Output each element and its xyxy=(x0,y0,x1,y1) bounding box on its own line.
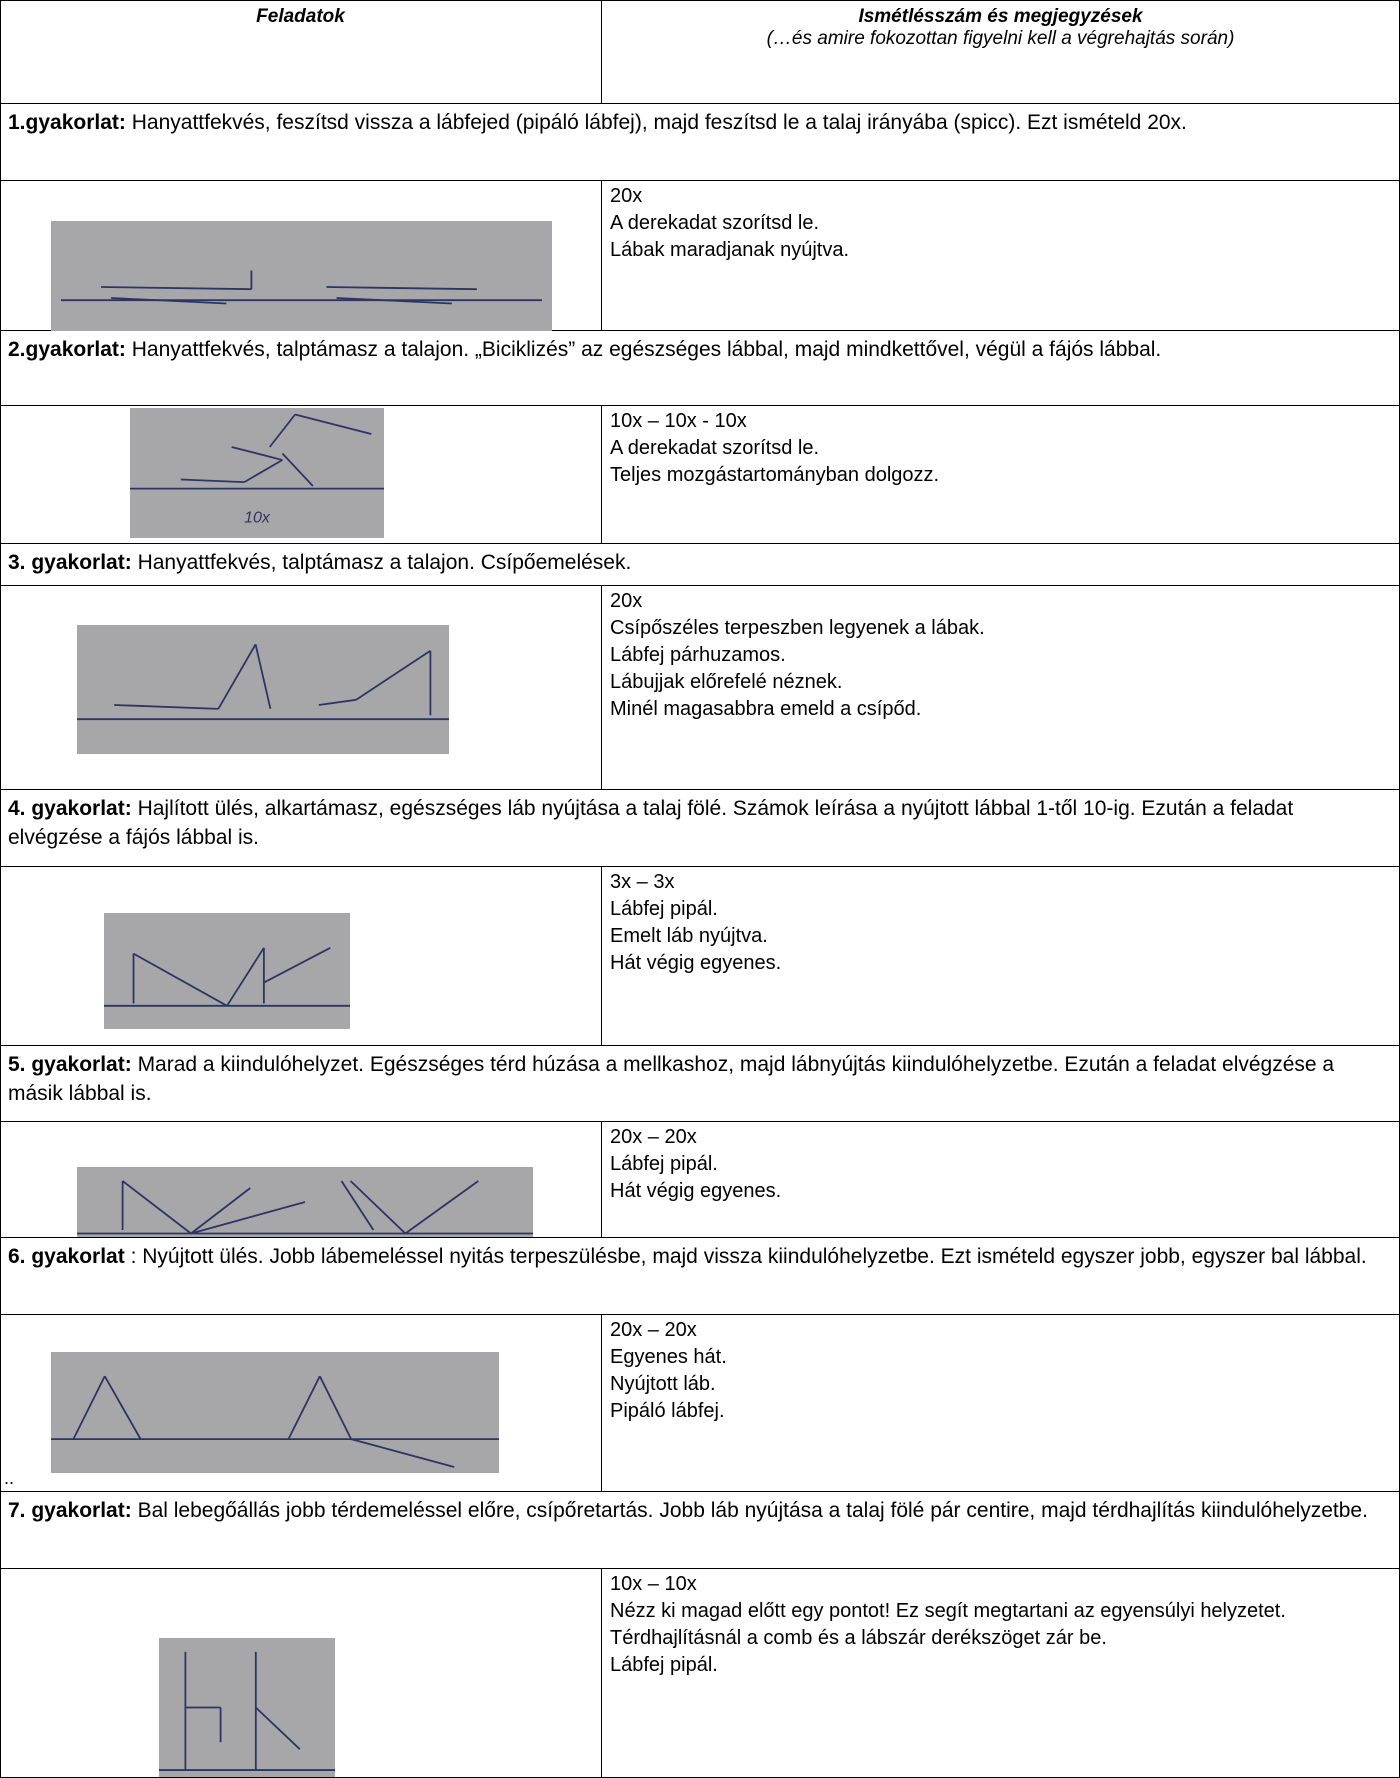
note-line: Térdhajlításnál a comb és a lábszár deré… xyxy=(610,1625,1391,1652)
note-line: Nézz ki magad előtt egy pontot! Ez segít… xyxy=(610,1598,1391,1625)
sketch-paper xyxy=(51,1352,499,1473)
sketch xyxy=(159,1638,335,1777)
note-line: 10x – 10x xyxy=(610,1571,1391,1598)
sketch-cell xyxy=(0,1122,602,1238)
exercise-label: 3. gyakorlat: xyxy=(8,551,132,574)
note-line: Hát végig egyenes. xyxy=(610,1178,1391,1205)
sketch xyxy=(77,1167,533,1237)
exercise-title-cell: 1.gyakorlat: Hanyattfekvés, feszítsd vis… xyxy=(0,104,1400,181)
sketch xyxy=(104,913,350,1029)
exercise-title-cell: 2.gyakorlat: Hanyattfekvés, talptámasz a… xyxy=(0,331,1400,406)
header-cell: Ismétlésszám és megjegyzések(…és amire f… xyxy=(602,0,1400,104)
note-line: Nyújtott láb. xyxy=(610,1371,1391,1398)
exercise-description: : Nyújtott ülés. Jobb lábemeléssel nyitá… xyxy=(131,1245,1367,1268)
exercise-description: Hajlított ülés, alkartámasz, egészséges … xyxy=(8,797,1293,849)
note-line: A derekadat szorítsd le. xyxy=(610,435,1391,462)
sketch-cell xyxy=(0,1569,602,1778)
sketch-label: 10x xyxy=(244,509,271,526)
note-line: Lábfej pipál. xyxy=(610,1652,1391,1679)
exercise-label: 6. gyakorlat xyxy=(8,1245,125,1268)
note-line: 3x – 3x xyxy=(610,869,1391,896)
exercise-label: 1.gyakorlat: xyxy=(8,111,126,134)
sketch-paper xyxy=(51,221,552,331)
note-line: 20x – 20x xyxy=(610,1317,1391,1344)
sketch-paper xyxy=(104,913,350,1029)
header-text: Ismétlésszám és megjegyzések xyxy=(858,6,1142,27)
sketch-caption: .. xyxy=(4,1468,14,1489)
note-line: Lábfej pipál. xyxy=(610,896,1391,923)
note-line: 20x xyxy=(610,588,1391,615)
note-line: 10x – 10x - 10x xyxy=(610,408,1391,435)
note-line: A derekadat szorítsd le. xyxy=(610,210,1391,237)
exercise-description: Hanyattfekvés, feszítsd vissza a lábfeje… xyxy=(132,111,1187,134)
sketch-cell xyxy=(0,867,602,1046)
note-line: Minél magasabbra emeld a csípőd. xyxy=(610,696,1391,723)
sketch xyxy=(51,221,552,331)
note-line: Teljes mozgástartományban dolgozz. xyxy=(610,462,1391,489)
sketch xyxy=(51,1352,499,1473)
sketch-cell: 10x xyxy=(0,406,602,544)
note-line: 20x xyxy=(610,183,1391,210)
sketch-paper xyxy=(77,625,449,754)
header-subtitle: (…és amire fokozottan figyelni kell a vé… xyxy=(602,28,1399,50)
sketch-cell: .. xyxy=(0,1315,602,1492)
exercise-description: Hanyattfekvés, talptámasz a talajon. „Bi… xyxy=(132,338,1162,361)
note-line: Emelt láb nyújtva. xyxy=(610,923,1391,950)
note-line: Lábujjak előrefelé néznek. xyxy=(610,669,1391,696)
exercise-title-cell: 5. gyakorlat: Marad a kiindulóhelyzet. E… xyxy=(0,1046,1400,1122)
note-line: 20x – 20x xyxy=(610,1124,1391,1151)
exercise-description: Bal lebegőállás jobb térdemeléssel előre… xyxy=(138,1499,1368,1522)
note-line: Csípőszéles terpeszben legyenek a lábak. xyxy=(610,615,1391,642)
exercise-label: 7. gyakorlat: xyxy=(8,1499,132,1522)
exercise-title-cell: 4. gyakorlat: Hajlított ülés, alkartámas… xyxy=(0,790,1400,867)
note-line: Egyenes hát. xyxy=(610,1344,1391,1371)
note-line: Lábak maradjanak nyújtva. xyxy=(610,237,1391,264)
note-line: Hát végig egyenes. xyxy=(610,950,1391,977)
note-line: Pipáló lábfej. xyxy=(610,1398,1391,1425)
sketch xyxy=(77,625,449,754)
exercise-label: 4. gyakorlat: xyxy=(8,797,132,820)
exercise-label: 5. gyakorlat: xyxy=(8,1053,132,1076)
notes-cell: 3x – 3xLábfej pipál.Emelt láb nyújtva.Há… xyxy=(602,867,1400,1046)
exercise-title-cell: 7. gyakorlat: Bal lebegőállás jobb térde… xyxy=(0,1492,1400,1569)
note-line: Lábfej pipál. xyxy=(610,1151,1391,1178)
exercise-title-cell: 3. gyakorlat: Hanyattfekvés, talptámasz … xyxy=(0,544,1400,586)
exercise-description: Hanyattfekvés, talptámasz a talajon. Csí… xyxy=(138,551,632,574)
note-line: Lábfej párhuzamos. xyxy=(610,642,1391,669)
exercise-description: Marad a kiindulóhelyzet. Egészséges térd… xyxy=(8,1053,1334,1105)
document: Feladatok Ismétlésszám és megjegyzések(…é… xyxy=(0,0,1400,1778)
sketch-cell xyxy=(0,181,602,331)
notes-cell: 20x – 20xLábfej pipál.Hát végig egyenes. xyxy=(602,1122,1400,1238)
sketch: 10x xyxy=(130,408,384,538)
header-cell: Feladatok xyxy=(0,0,602,104)
header-text: Feladatok xyxy=(256,6,345,27)
sketch-cell xyxy=(0,586,602,790)
exercise-title-cell: 6. gyakorlat : Nyújtott ülés. Jobb lábem… xyxy=(0,1238,1400,1315)
exercise-label: 2.gyakorlat: xyxy=(8,338,126,361)
